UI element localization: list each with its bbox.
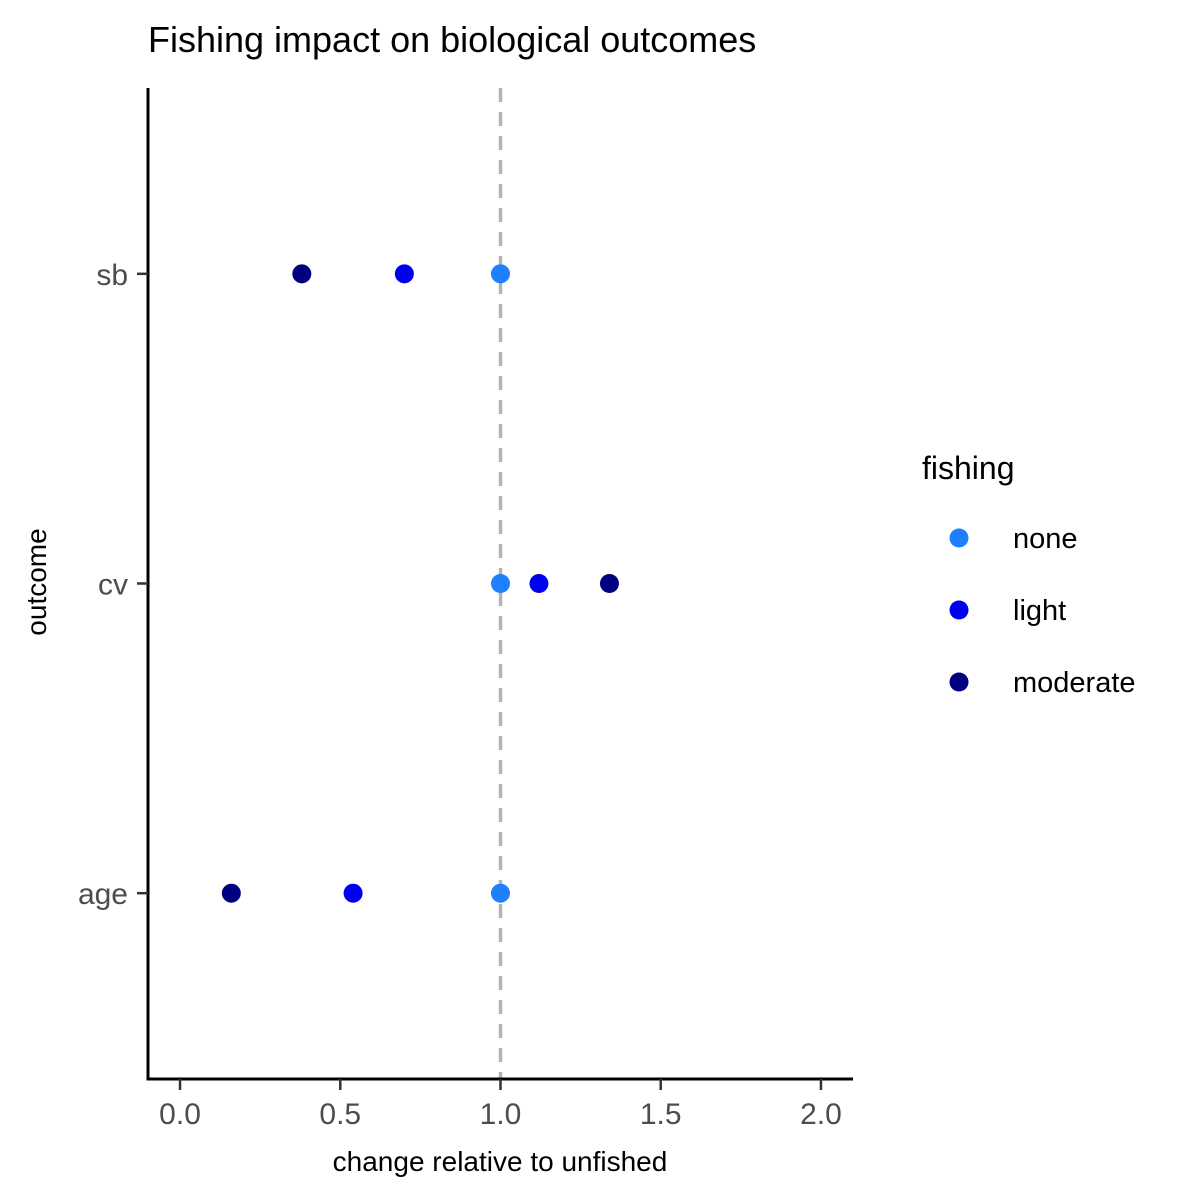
data-point-light-cv	[529, 574, 549, 593]
y-tick-label: cv	[98, 569, 128, 602]
y-axis-title: outcome	[21, 528, 52, 635]
legend-marker-light	[949, 600, 969, 620]
y-tick-label: sb	[96, 259, 128, 292]
x-tick-label: 0.5	[319, 1098, 361, 1131]
data-point-none-age	[491, 883, 510, 903]
x-axis-title: change relative to unfished	[333, 1146, 668, 1177]
x-tick-label: 0.0	[159, 1098, 201, 1131]
legend-label-none: none	[1013, 523, 1078, 555]
data-point-none-cv	[491, 574, 510, 593]
data-point-none-sb	[491, 264, 510, 284]
legend-marker-moderate	[949, 672, 969, 692]
legend-label-moderate: moderate	[1013, 667, 1136, 699]
axes: 0.0 0.5 1.0 1.5 2.0 age cv sb	[78, 88, 853, 1131]
data-point-moderate-cv	[599, 574, 619, 593]
legend: fishing none light moderate	[922, 450, 1136, 699]
data-points	[221, 264, 619, 903]
data-point-moderate-age	[221, 883, 241, 903]
legend-title: fishing	[922, 450, 1015, 486]
x-tick-label: 1.5	[640, 1098, 682, 1131]
data-point-light-sb	[394, 264, 414, 284]
chart-title: Fishing impact on biological outcomes	[148, 19, 756, 60]
x-tick-label: 2.0	[800, 1098, 842, 1131]
data-point-light-age	[343, 883, 363, 903]
x-tick-label: 1.0	[480, 1098, 522, 1131]
data-point-moderate-sb	[292, 264, 312, 284]
legend-label-light: light	[1013, 595, 1066, 627]
y-tick-label: age	[78, 878, 128, 911]
legend-marker-none	[949, 528, 969, 548]
